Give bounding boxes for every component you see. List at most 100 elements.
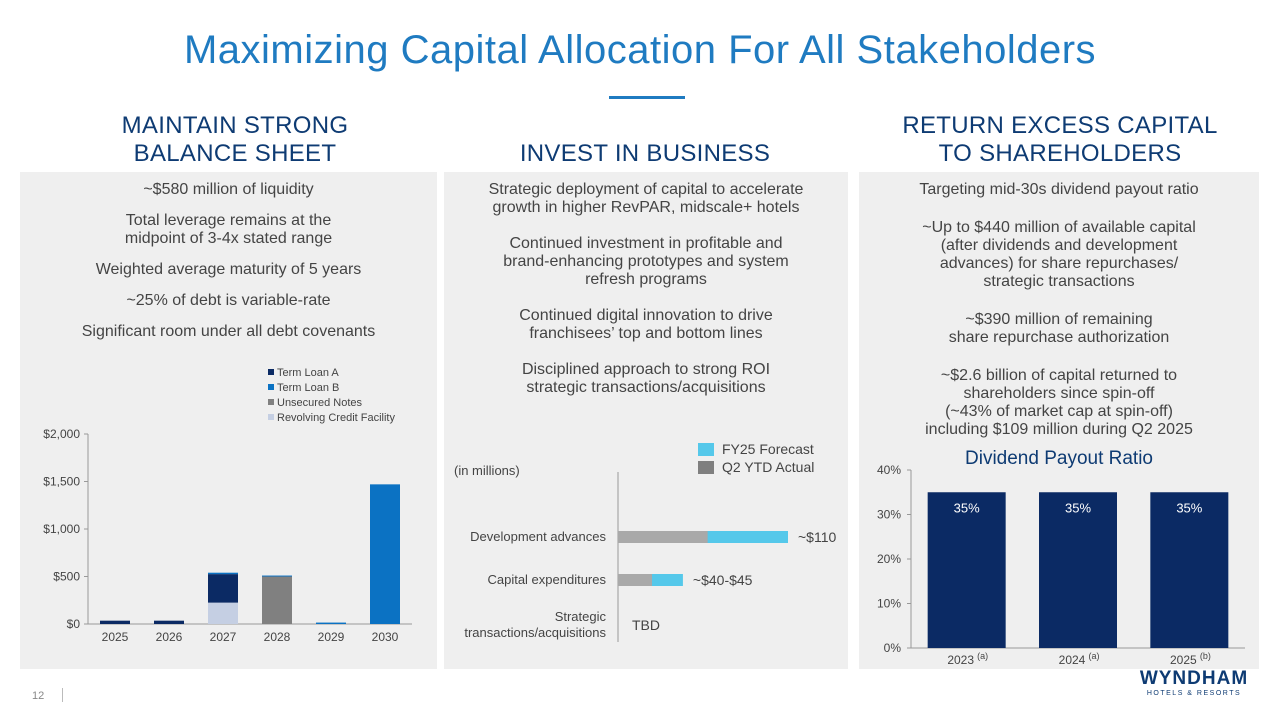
right-bullet-4: ~$2.6 billion of capital returned to sha…: [861, 367, 1257, 439]
wyndham-logo: WYNDHAM HOTELS & RESORTS: [1136, 668, 1252, 697]
bullet-line: brand-enhancing prototypes and system: [503, 253, 789, 270]
category-label: transactions/acquisitions: [464, 625, 606, 640]
middle-bullet-3: Continued digital innovation to drive fr…: [446, 307, 846, 343]
bullet-line: ~Up to $440 million of available capital: [922, 219, 1196, 236]
dividend-chart-title: Dividend Payout Ratio: [965, 448, 1153, 469]
bar-segment: [370, 484, 400, 624]
x-tick-label: 2023: [947, 653, 974, 667]
bar-segment: [316, 622, 346, 624]
x-tick-label: 2024: [1059, 653, 1086, 667]
bullet-line: strategic transactions: [983, 273, 1135, 290]
left-bullet: Total leverage remains at the: [125, 212, 332, 229]
bullet-line: Continued digital innovation to drive: [519, 307, 773, 324]
bar-segment: [262, 576, 292, 624]
bar-segment: [154, 620, 184, 624]
bullet-line: growth in higher RevPAR, midscale+ hotel…: [492, 199, 800, 216]
x-tick-footnote: (a): [1089, 651, 1100, 661]
bar-actual: [618, 574, 652, 586]
left-bullet: ~25% of debt is variable-rate: [126, 292, 331, 309]
bar-segment: [208, 602, 238, 624]
x-tick-label: 2025: [102, 630, 129, 644]
data-label: ~$40-$45: [693, 572, 753, 588]
bullet-line: refresh programs: [585, 271, 707, 288]
y-tick-label: $0: [67, 617, 81, 631]
legend-swatch: [698, 461, 714, 474]
bar-segment: [262, 575, 292, 577]
legend-swatch: [698, 443, 714, 456]
bullet-line: shareholders since spin-off: [963, 385, 1155, 402]
y-tick-label: $2,000: [43, 427, 80, 441]
right-column-heading: RETURN EXCESS CAPITAL TO SHAREHOLDERS: [860, 112, 1260, 168]
bullet-line: Targeting mid-30s dividend payout ratio: [919, 181, 1199, 198]
left-bullet: Weighted average maturity of 5 years: [95, 261, 362, 278]
left-heading-line-2: BALANCE SHEET: [133, 140, 337, 167]
bar-data-label: 35%: [1065, 500, 1091, 515]
capex-chart-legend: FY25 Forecast Q2 YTD Actual: [698, 440, 814, 476]
right-heading-line-1: RETURN EXCESS CAPITAL: [902, 112, 1218, 139]
left-bullet: midpoint of 3-4x stated range: [124, 230, 333, 247]
right-bullets: Targeting mid-30s dividend payout ratio …: [861, 181, 1257, 439]
bullet-line: Disciplined approach to strong ROI: [521, 361, 771, 378]
bullet-line: Continued investment in profitable and: [509, 235, 783, 252]
y-tick-label: $1,500: [43, 475, 80, 489]
legend-item-revolving-credit: Revolving Credit Facility: [268, 411, 395, 426]
legend-label: Term Loan B: [277, 382, 340, 394]
legend-label: Term Loan A: [277, 367, 339, 379]
legend-label: Q2 YTD Actual: [722, 459, 815, 475]
x-tick-label: 2029: [318, 630, 345, 644]
title-underline: [609, 96, 685, 99]
category-label: Capital expenditures: [487, 572, 606, 587]
legend-item-unsecured-notes: Unsecured Notes: [268, 396, 395, 411]
x-tick-label: 2030: [372, 630, 399, 644]
legend-swatch: [268, 384, 274, 390]
x-tick-label: 2025: [1170, 653, 1197, 667]
logo-wordmark: WYNDHAM: [1139, 668, 1249, 689]
x-tick-label: 2026: [156, 630, 183, 644]
legend-item-q2-ytd-actual: Q2 YTD Actual: [698, 458, 814, 476]
bar-segment: [208, 574, 238, 603]
left-bullet: ~$580 million of liquidity: [143, 181, 314, 198]
x-tick-label: 2027: [210, 630, 237, 644]
legend-item-term-loan-a: Term Loan A: [268, 366, 395, 381]
data-label: TBD: [632, 617, 660, 633]
y-tick-label: 10%: [877, 597, 901, 611]
y-tick-label: 40%: [877, 463, 901, 477]
y-tick-label: 0%: [884, 641, 902, 655]
bar: [1150, 492, 1229, 648]
bullet-line: (after dividends and development: [940, 237, 1178, 254]
middle-column-heading: INVEST IN BUSINESS: [519, 140, 771, 167]
category-label: Development advances: [470, 529, 606, 544]
bar-data-label: 35%: [954, 500, 980, 515]
legend-swatch: [268, 414, 274, 420]
bullet-line: strategic transactions/acquisitions: [526, 379, 766, 396]
bullet-line: ~$2.6 billion of capital returned to: [940, 367, 1178, 384]
debt-maturity-chart: $0 $500 $1,000 $1,500 $2,000 2025 2026 2027 2028…: [43, 427, 412, 644]
capital-deployment-chart: Development advances ~$110 Capital expendi…: [464, 472, 836, 642]
legend-label: FY25 Forecast: [722, 441, 814, 457]
page-title: Maximizing Capital Allocation For All St…: [183, 28, 1097, 72]
x-tick-footnote: (a): [977, 651, 988, 661]
left-column-heading: MAINTAIN STRONG BALANCE SHEET: [20, 112, 450, 168]
bullet-line: ~$390 million of remaining: [965, 311, 1153, 328]
data-label: ~$110: [798, 529, 836, 545]
left-heading-line-1: MAINTAIN STRONG: [121, 112, 349, 139]
footer-divider: [62, 688, 63, 702]
x-tick-label: 2028: [264, 630, 291, 644]
right-bullet-2: ~Up to $440 million of available capital…: [861, 219, 1257, 291]
bullet-line: advances) for share repurchases/: [939, 255, 1179, 272]
bullet-line: including $109 million during Q2 2025: [925, 421, 1193, 438]
middle-bullets: Strategic deployment of capital to accel…: [446, 181, 846, 397]
bar: [1039, 492, 1117, 648]
y-tick-label: $1,000: [43, 522, 80, 536]
y-tick-label: 30%: [877, 508, 901, 522]
bullet-line: share repurchase authorization: [948, 329, 1170, 346]
page-number: 12: [32, 690, 45, 702]
middle-panel: [444, 172, 848, 669]
debt-chart-legend: Term Loan A Term Loan B Unsecured Notes …: [268, 366, 395, 426]
middle-bullet-1: Strategic deployment of capital to accel…: [446, 181, 846, 217]
right-heading-line-2: TO SHAREHOLDERS: [938, 140, 1182, 167]
bullet-line: (~43% of market cap at spin-off): [945, 403, 1173, 420]
logo-subline: HOTELS & RESORTS: [1146, 690, 1242, 697]
legend-item-fy25-forecast: FY25 Forecast: [698, 440, 814, 458]
left-bullet: Significant room under all debt covenant…: [81, 323, 376, 340]
